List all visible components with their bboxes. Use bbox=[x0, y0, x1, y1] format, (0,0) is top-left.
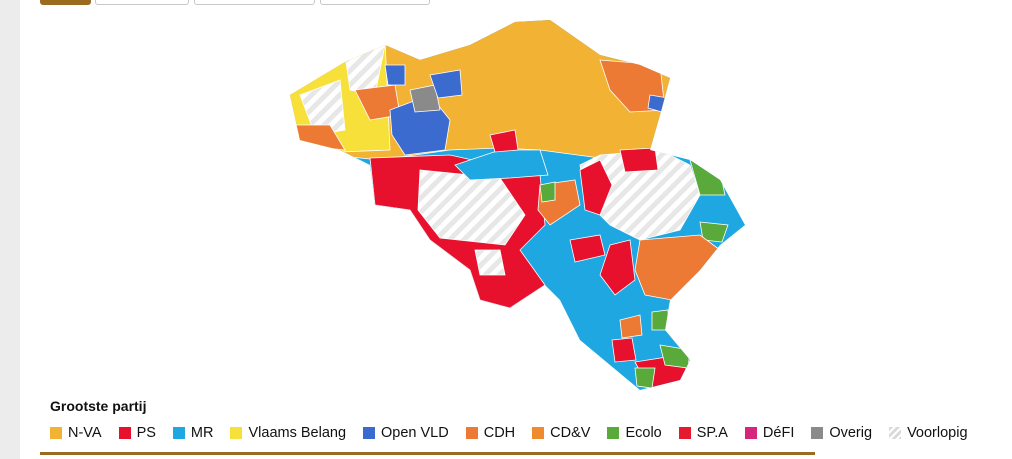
legend-item: Open VLD bbox=[363, 425, 449, 441]
legend-title: Grootste partij bbox=[50, 398, 147, 414]
legend-item: DéFI bbox=[744, 425, 795, 441]
tab[interactable] bbox=[95, 0, 189, 5]
legend-label: Vlaams Belang bbox=[248, 425, 347, 441]
legend-label: CDH bbox=[483, 425, 516, 441]
legend-label: N-VA bbox=[68, 425, 102, 441]
legend-swatch bbox=[532, 427, 545, 439]
legend-item: Ecolo bbox=[607, 425, 662, 441]
legend-swatch bbox=[607, 427, 620, 439]
legend-label: Overig bbox=[829, 425, 873, 441]
tab[interactable] bbox=[40, 0, 91, 5]
legend-swatch bbox=[465, 427, 478, 439]
legend-swatch bbox=[678, 427, 691, 439]
legend-swatch bbox=[811, 427, 824, 439]
legend-label: MR bbox=[190, 425, 214, 441]
legend-item: Vlaams Belang bbox=[230, 425, 346, 441]
legend-swatch bbox=[889, 427, 902, 439]
legend-label: Voorlopig bbox=[907, 425, 968, 441]
legend-item: CDH bbox=[465, 425, 516, 441]
legend-item: Voorlopig bbox=[889, 425, 968, 441]
legend-swatch bbox=[744, 427, 757, 439]
legend-label: Ecolo bbox=[625, 425, 662, 441]
map bbox=[290, 20, 745, 390]
legend-label: PS bbox=[136, 425, 156, 441]
regions bbox=[290, 20, 745, 390]
legend-swatch bbox=[172, 427, 185, 439]
legend-swatch bbox=[363, 427, 376, 439]
legend-item: SP.A bbox=[678, 425, 728, 441]
legend-item: N-VA bbox=[50, 425, 102, 441]
legend-item: CD&V bbox=[532, 425, 590, 441]
legend-label: CD&V bbox=[550, 425, 591, 441]
legend-swatch bbox=[230, 427, 243, 439]
legend: N-VA PS MR Vlaams Belang Open VLD CDH CD&V Ecol… bbox=[50, 425, 968, 441]
tab[interactable] bbox=[194, 0, 315, 5]
legend-label: DéFI bbox=[762, 425, 795, 441]
legend-label: Open VLD bbox=[381, 425, 449, 441]
legend-item: PS bbox=[118, 425, 156, 441]
legend-label: SP.A bbox=[696, 425, 728, 441]
legend-swatch bbox=[50, 427, 62, 439]
divider bbox=[40, 452, 815, 455]
legend-item: MR bbox=[172, 425, 214, 441]
tab[interactable] bbox=[320, 0, 430, 5]
legend-item: Overig bbox=[811, 425, 872, 441]
sidebar bbox=[0, 0, 20, 459]
legend-swatch bbox=[118, 427, 131, 439]
